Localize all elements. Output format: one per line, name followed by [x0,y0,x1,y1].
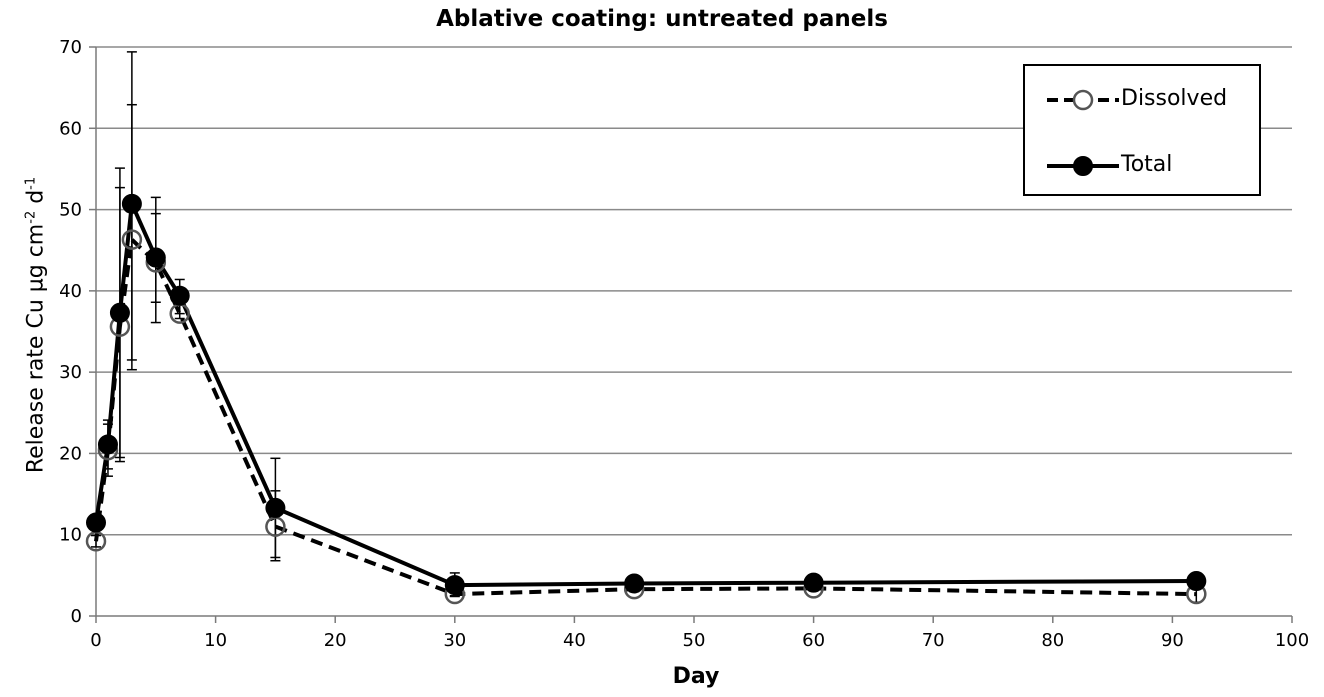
y-axis-title-exponent-area: -2 [23,210,39,224]
legend: Dissolved Total [1023,64,1261,196]
y-tick-label-70: 70 [59,37,82,58]
total-point-1 [97,434,118,455]
dissolved-point-3 [121,229,143,250]
x-tick-label-0: 0 [90,630,101,651]
legend-dissolved-marker [1072,89,1094,111]
y-tick-label-40: 40 [59,281,82,302]
y-tick-label-10: 10 [59,525,82,546]
chart-title: Ablative coating: untreated panels [436,6,888,32]
total-point-7 [444,575,465,596]
total-point-9 [803,572,824,593]
x-tick-label-70: 70 [922,630,945,651]
y-tick-label-30: 30 [59,362,82,383]
dissolved-series-line [94,237,1197,597]
x-axis-title: Day [672,664,720,689]
total-point-2 [109,302,130,323]
total-point-5 [169,285,190,306]
x-tick-label-80: 80 [1041,630,1064,651]
total-point-0 [86,512,106,533]
y-tick-label-60: 60 [59,118,82,139]
y-tick-label-50: 50 [59,200,82,221]
x-tick-label-40: 40 [563,630,586,651]
x-tick-label-20: 20 [324,630,347,651]
x-tick-label-60: 60 [802,630,825,651]
x-tick-label-30: 30 [443,630,466,651]
x-tick-label-100: 100 [1275,630,1309,651]
x-tick-label-90: 90 [1161,630,1184,651]
total-point-8 [624,573,645,594]
x-tick-label-10: 10 [204,630,227,651]
total-point-6 [265,497,286,518]
y-axis-title-exponent-time: -1 [23,176,39,190]
y-tick-label-20: 20 [59,443,82,464]
y-axis-title-unit: d [23,189,49,211]
legend-label-dissolved: Dissolved [1121,86,1228,111]
legend-label-total: Total [1121,152,1173,177]
y-tick-label-0: 0 [71,606,82,627]
x-tick-label-50: 50 [683,630,706,651]
total-point-10 [1186,571,1207,592]
total-point-4 [145,247,166,268]
y-axis-title: Release rate Cu µg cm-2 d-1 [23,115,48,535]
legend-total-marker [1073,156,1093,176]
total-point-3 [121,193,142,214]
total-series-line [94,201,1197,588]
y-axis-title-main: Release rate Cu µg cm [23,223,49,474]
